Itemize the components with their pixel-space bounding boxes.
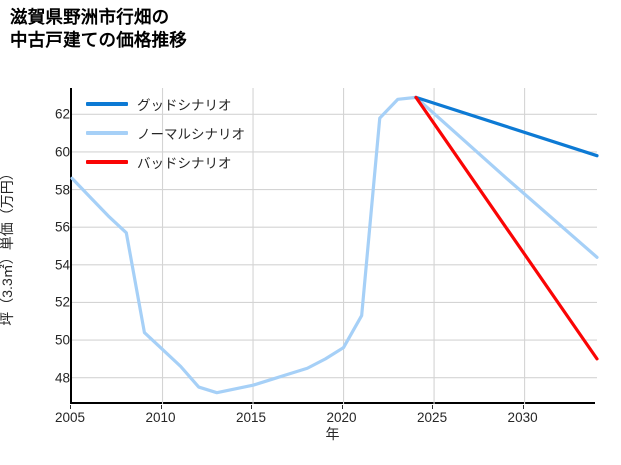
x-tick-label: 2020 (326, 410, 357, 425)
x-tick-mark (522, 405, 524, 409)
y-tick-label: 58 (54, 182, 70, 198)
legend-item: ノーマルシナリオ (86, 123, 245, 143)
series-line (414, 95, 599, 158)
x-tick-label: 2030 (507, 410, 538, 425)
x-tick-mark (341, 405, 343, 409)
legend-item: グッドシナリオ (86, 94, 245, 114)
legend-color-swatch (86, 159, 128, 165)
y-tick-label: 48 (54, 370, 70, 386)
legend-item-label: バッドシナリオ (137, 156, 232, 171)
data-lines (70, 95, 599, 395)
y-tick-label: 54 (54, 257, 70, 273)
x-tick-mark (70, 405, 71, 409)
plot-area (70, 88, 599, 404)
y-tick-label: 50 (54, 332, 70, 348)
chart-title: 滋賀県野洲市行畑の 中古戸建ての価格推移 (10, 7, 187, 51)
legend-item-label: グッドシナリオ (137, 98, 232, 113)
x-tick-mark (251, 405, 253, 409)
chart-legend: グッドシナリオ ノーマルシナリオ バッドシナリオ (86, 94, 245, 172)
y-tick-label: 56 (54, 219, 70, 235)
x-tick-label: 2010 (145, 410, 176, 425)
legend-color-swatch (86, 101, 128, 107)
x-tick-label: 2025 (417, 410, 448, 425)
y-tick-label: 62 (54, 106, 70, 122)
y-tick-label: 52 (54, 294, 70, 310)
series-line (70, 95, 599, 395)
series-line (414, 95, 599, 361)
legend-color-swatch (86, 130, 128, 136)
y-axis-label: 坪（3.3㎡）単価（万円） (0, 166, 15, 326)
x-axis-label: 年 (325, 426, 340, 442)
legend-item: バッドシナリオ (86, 152, 245, 172)
x-tick-mark (432, 405, 434, 409)
legend-item-label: ノーマルシナリオ (137, 127, 245, 142)
x-tick-label: 2005 (54, 410, 86, 425)
x-tick-label: 2015 (236, 410, 267, 425)
x-tick-mark (160, 405, 162, 409)
y-tick-label: 60 (54, 144, 70, 160)
